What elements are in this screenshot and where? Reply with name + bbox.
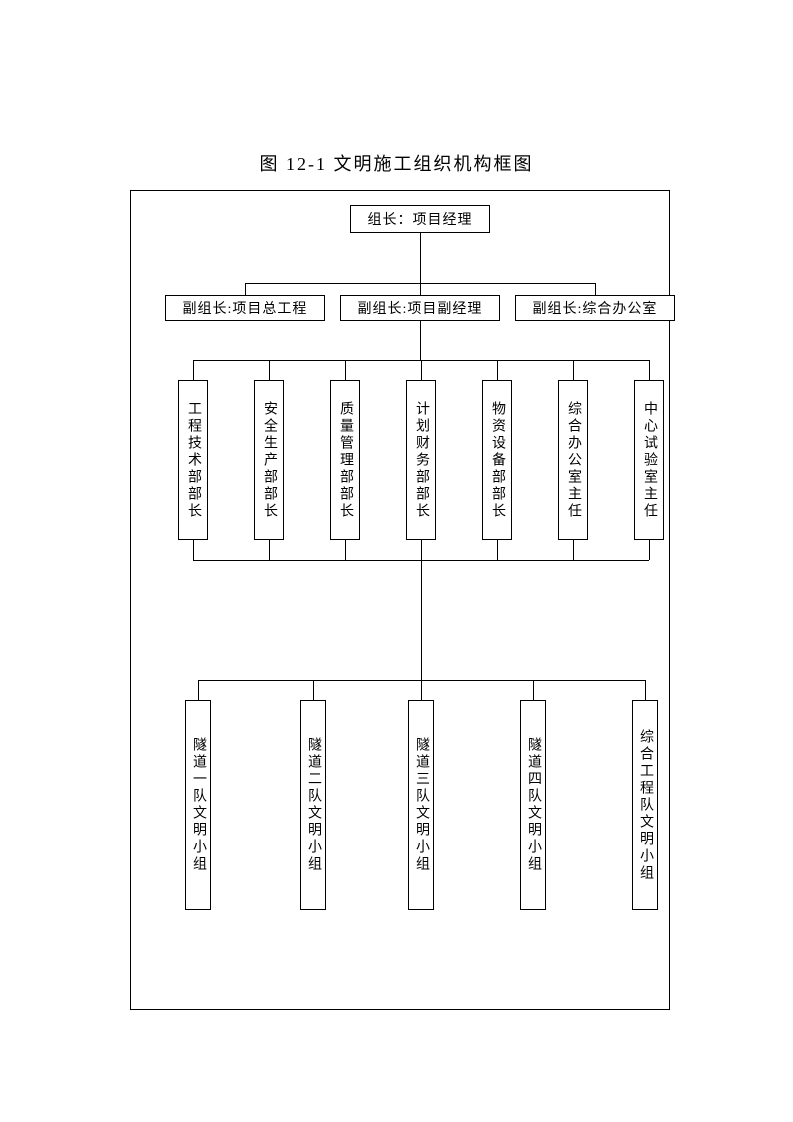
dept-box-4: 物资设备部部长 [482,380,512,540]
dept-box-3: 计划财务部部长 [406,380,436,540]
deputy-box-2: 副组长:综合办公室 [515,295,675,321]
team-box-0: 隧道一队文明小组 [185,700,211,910]
dept-box-1: 安全生产部部长 [254,380,284,540]
team-box-2: 隧道三队文明小组 [408,700,434,910]
team-box-4: 综合工程队文明小组 [632,700,658,910]
dept-box-5: 综合办公室主任 [558,380,588,540]
leader-box: 组长：项目经理 [350,205,490,233]
dept-box-2: 质量管理部部长 [330,380,360,540]
deputy-box-1: 副组长:项目副经理 [340,295,500,321]
dept-box-6: 中心试验室主任 [634,380,664,540]
deputy-box-0: 副组长:项目总工程 [165,295,325,321]
dept-box-0: 工程技术部部长 [178,380,208,540]
team-box-1: 隧道二队文明小组 [300,700,326,910]
team-box-3: 隧道四队文明小组 [520,700,546,910]
figure-title: 图 12-1 文明施工组织机构框图 [0,150,793,176]
